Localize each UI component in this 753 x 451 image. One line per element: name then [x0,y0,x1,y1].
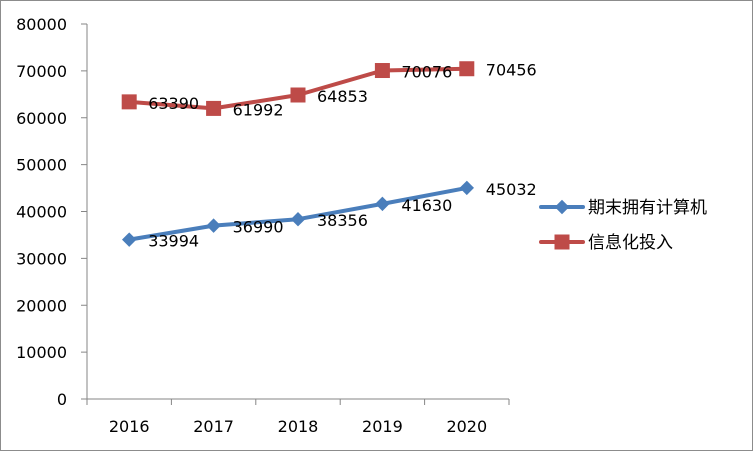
y-tick-label: 50000 [16,156,67,175]
data-label-1: 41630 [401,196,452,215]
x-tick-label: 2017 [193,417,234,436]
data-point-2 [459,61,475,77]
data-point-1 [459,180,475,196]
y-tick-label: 20000 [16,296,67,315]
data-point-1 [206,218,221,233]
data-point-2 [206,100,222,116]
data-label-2: 70456 [486,61,537,80]
y-tick-label: 30000 [16,249,67,268]
data-point-2 [290,87,306,103]
x-tick-label: 2020 [446,417,487,436]
y-tick-label: 40000 [16,203,67,222]
y-tick-label: 10000 [16,343,67,362]
data-point-2 [121,94,137,110]
y-tick-label: 0 [57,390,67,409]
y-tick-label: 60000 [16,109,67,128]
legend-label: 期末拥有计算机 [588,198,707,218]
legend-marker [554,234,570,250]
data-point-2 [374,63,390,79]
series-layer [121,61,475,247]
data-label-1: 33994 [148,232,199,251]
data-label-2: 61992 [233,100,284,119]
data-label-1: 45032 [486,180,537,199]
legend-marker [554,199,570,215]
data-label-1: 36990 [233,218,284,237]
data-point-1 [121,232,137,247]
x-tick-label: 2018 [278,417,319,436]
axes: 0 10000 20000 30000 40000 50000 60000 70000 8000… [16,15,510,436]
data-label-2: 64853 [317,87,368,106]
x-tick-label: 2016 [109,417,150,436]
data-point-1 [290,211,306,227]
data-labels: 33994 36990 38356 41630 45032 63390 61992 64853… [148,61,537,251]
data-label-2: 63390 [148,94,199,113]
legend-label: 信息化投入 [588,233,673,253]
y-tick-label: 70000 [16,62,67,81]
data-label-2: 70076 [401,63,452,82]
x-tick-label: 2019 [362,417,403,436]
y-tick-label: 80000 [16,15,67,34]
data-label-1: 38356 [317,211,368,230]
data-point-1 [375,196,390,212]
